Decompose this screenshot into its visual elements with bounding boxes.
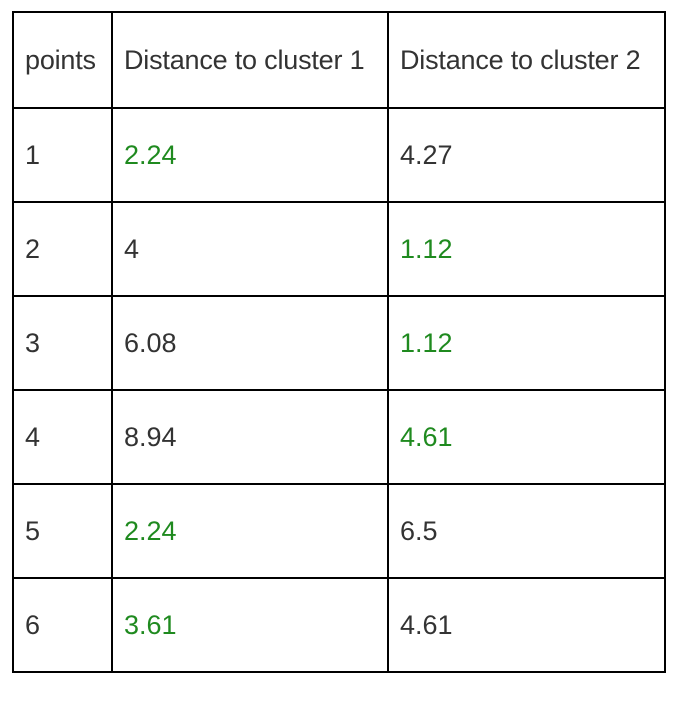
distance-cluster-2-cell: 6.5 [387, 483, 666, 579]
point-cell: 6 [12, 577, 113, 673]
point-cell: 2 [12, 201, 113, 297]
point-cell: 3 [12, 295, 113, 391]
header-distance-cluster-2: Distance to cluster 2 [387, 11, 666, 109]
distance-cluster-1-cell: 3.61 [111, 577, 389, 673]
header-distance-cluster-1: Distance to cluster 1 [111, 11, 389, 109]
header-points: points [12, 11, 113, 109]
distance-cluster-2-cell: 4.61 [387, 577, 666, 673]
table-row: 1 2.24 4.27 [12, 107, 666, 203]
table-row: 5 2.24 6.5 [12, 483, 666, 579]
distance-cluster-2-cell: 1.12 [387, 201, 666, 297]
distance-table: points Distance to cluster 1 Distance to… [12, 11, 666, 673]
table-row: 2 4 1.12 [12, 201, 666, 297]
table-row: 3 6.08 1.12 [12, 295, 666, 391]
distance-cluster-1-cell: 2.24 [111, 483, 389, 579]
distance-cluster-1-cell: 2.24 [111, 107, 389, 203]
distance-cluster-1-cell: 4 [111, 201, 389, 297]
distance-cluster-2-cell: 4.61 [387, 389, 666, 485]
distance-cluster-2-cell: 1.12 [387, 295, 666, 391]
distance-cluster-1-cell: 6.08 [111, 295, 389, 391]
distance-cluster-1-cell: 8.94 [111, 389, 389, 485]
table-row: 4 8.94 4.61 [12, 389, 666, 485]
header-row: points Distance to cluster 1 Distance to… [12, 11, 666, 109]
point-cell: 4 [12, 389, 113, 485]
distance-cluster-2-cell: 4.27 [387, 107, 666, 203]
table-row: 6 3.61 4.61 [12, 577, 666, 673]
distance-table-container: points Distance to cluster 1 Distance to… [12, 11, 666, 673]
point-cell: 5 [12, 483, 113, 579]
point-cell: 1 [12, 107, 113, 203]
